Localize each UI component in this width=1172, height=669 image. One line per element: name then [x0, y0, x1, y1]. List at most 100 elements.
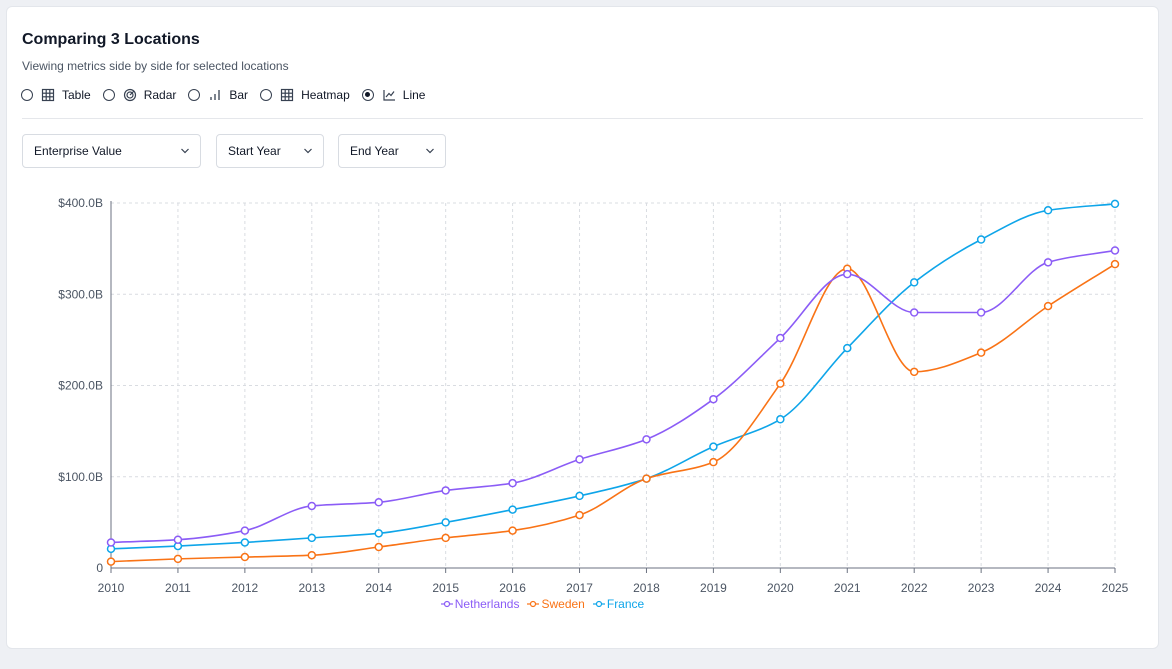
metric-select-value: Enterprise Value	[34, 144, 122, 158]
legend-item-netherlands[interactable]: Netherlands	[440, 597, 520, 611]
page-subtitle: Viewing metrics side by side for selecte…	[22, 59, 289, 73]
data-point-netherlands	[1043, 258, 1053, 267]
radar-icon	[123, 88, 137, 102]
data-point-sweden	[374, 542, 383, 552]
legend-label: France	[606, 597, 645, 611]
legend-marker-icon	[527, 600, 540, 608]
x-tick-label: 2015	[432, 581, 459, 595]
data-point-netherlands	[173, 535, 183, 544]
data-point-france	[1043, 206, 1053, 215]
data-point-sweden	[909, 367, 919, 377]
chevron-down-icon	[181, 148, 189, 154]
view-option-label: Radar	[143, 88, 177, 102]
data-point-netherlands	[441, 486, 450, 495]
bar-chart-icon	[208, 88, 222, 102]
data-point-france	[1110, 199, 1120, 209]
metric-select[interactable]: Enterprise Value	[22, 134, 201, 168]
chevron-down-icon	[304, 148, 312, 154]
data-point-netherlands	[776, 333, 785, 343]
y-tick-label: $400.0B	[58, 196, 103, 210]
data-point-sweden	[976, 348, 986, 357]
data-point-netherlands	[1110, 246, 1120, 255]
legend-label: Sweden	[541, 597, 585, 611]
view-option-line[interactable]: Line	[361, 88, 426, 102]
data-point-sweden	[575, 510, 584, 520]
data-point-france	[776, 415, 785, 424]
y-tick-label: $300.0B	[58, 287, 103, 301]
data-point-netherlands	[843, 269, 852, 279]
line-radio[interactable]	[361, 89, 374, 101]
x-tick-label: 2017	[566, 581, 593, 595]
x-tick-label: 2022	[901, 581, 928, 595]
data-point-france	[976, 235, 986, 244]
data-point-sweden	[307, 550, 317, 560]
view-option-label: Heatmap	[301, 88, 350, 102]
view-selector: Table Radar Bar Heatmap	[21, 88, 437, 102]
end-year-select-value: End Year	[350, 144, 399, 158]
line-chart: 0 $100.0B $200.0B $300.0B $400.0B 2010 2011 201…	[58, 196, 1129, 595]
data-point-france	[240, 538, 250, 547]
view-option-label: Bar	[229, 88, 249, 102]
series-line-france	[110, 203, 1116, 550]
data-point-sweden	[173, 554, 183, 564]
data-point-netherlands	[307, 501, 317, 511]
data-point-netherlands	[106, 538, 116, 547]
x-tick-label: 2019	[700, 581, 727, 595]
data-point-sweden	[106, 557, 116, 566]
view-option-table[interactable]: Table	[21, 88, 91, 102]
x-tick-label: 2012	[232, 581, 259, 595]
view-option-label: Table	[62, 88, 91, 102]
heatmap-radio[interactable]	[260, 89, 273, 101]
data-point-netherlands	[575, 455, 584, 464]
series-line-sweden	[110, 263, 1116, 563]
table-icon	[41, 88, 55, 102]
legend-marker-icon	[592, 600, 605, 608]
data-point-netherlands	[642, 435, 651, 444]
series-line-netherlands	[110, 249, 1116, 544]
table-radio[interactable]	[21, 89, 33, 101]
data-point-france	[374, 529, 383, 538]
data-point-sweden	[508, 526, 517, 535]
x-tick-label: 2013	[298, 581, 325, 595]
data-point-sweden	[1110, 259, 1120, 269]
start-year-select-value: Start Year	[228, 144, 281, 158]
legend-label: Netherlands	[454, 597, 520, 611]
x-tick-label: 2011	[165, 581, 191, 595]
start-year-select[interactable]: Start Year	[216, 134, 324, 168]
data-point-netherlands	[374, 498, 383, 507]
divider	[22, 118, 1143, 119]
page-title: Comparing 3 Locations	[22, 31, 200, 48]
y-tick-label: 0	[96, 561, 103, 575]
bar-radio[interactable]	[188, 89, 201, 101]
view-option-label: Line	[402, 88, 426, 102]
x-tick-label: 2025	[1102, 581, 1129, 595]
end-year-select[interactable]: End Year	[338, 134, 446, 168]
data-point-sweden	[1043, 301, 1053, 311]
data-point-netherlands	[508, 478, 517, 488]
data-point-netherlands	[709, 394, 718, 404]
data-point-sweden	[776, 379, 785, 388]
data-point-sweden	[709, 457, 718, 467]
radar-radio[interactable]	[102, 89, 115, 101]
data-point-sweden	[441, 533, 450, 543]
data-point-france	[441, 518, 450, 527]
x-tick-label: 2023	[968, 581, 995, 595]
data-point-netherlands	[976, 308, 986, 317]
chart-legend: Netherlands Sweden France	[0, 597, 1118, 611]
x-tick-label: 2014	[365, 581, 392, 595]
data-point-netherlands	[240, 526, 250, 535]
legend-item-sweden[interactable]: Sweden	[527, 597, 585, 611]
y-tick-label: $100.0B	[58, 470, 103, 484]
x-tick-label: 2018	[633, 581, 660, 595]
x-tick-label: 2024	[1035, 581, 1062, 595]
data-point-france	[508, 505, 517, 514]
x-tick-label: 2020	[767, 581, 794, 595]
data-point-france	[575, 491, 584, 501]
view-option-radar[interactable]: Radar	[102, 88, 177, 102]
data-point-france	[709, 442, 718, 451]
view-option-bar[interactable]: Bar	[188, 88, 248, 102]
view-option-heatmap[interactable]: Heatmap	[260, 88, 350, 102]
legend-item-france[interactable]: France	[592, 597, 645, 611]
x-tick-label: 2016	[499, 581, 526, 595]
heatmap-icon	[280, 88, 294, 102]
